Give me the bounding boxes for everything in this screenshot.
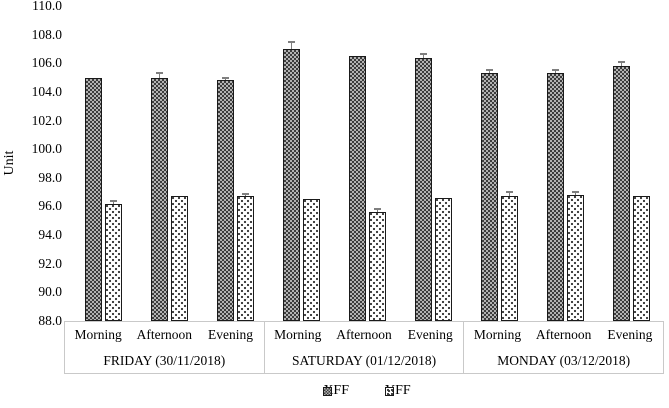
error-bar-cap: [222, 77, 229, 80]
bar-xff: [84, 77, 102, 321]
bar-xff: [282, 48, 300, 321]
error-bar: [621, 61, 622, 67]
bar-xff: [546, 73, 564, 321]
legend-swatch-yff-icon: [385, 386, 394, 396]
y-tick-label: 88.0: [38, 313, 62, 328]
error-bar: [489, 70, 490, 74]
bar-xff: [348, 56, 366, 321]
category-label: Evening: [208, 327, 254, 342]
bar-yff: [566, 195, 584, 321]
category-axis: Morning Afternoon Evening FRIDAY (30/11/201…: [64, 321, 664, 374]
group-cell: Morning Afternoon Evening FRIDAY (30/11/201…: [65, 322, 264, 373]
group-cell: Morning Afternoon Evening MONDAY (03/12/201…: [463, 322, 663, 373]
error-bar: [225, 78, 226, 81]
bar-xff: [612, 66, 630, 321]
category-label: Afternoon: [136, 327, 193, 342]
group-label: FRIDAY (30/11/2018): [103, 352, 226, 368]
error-bar-cap: [618, 60, 625, 63]
legend: XFF YFF: [70, 383, 664, 399]
error-bar-cap: [156, 72, 163, 75]
error-bar: [159, 73, 160, 78]
bar-yff: [434, 197, 452, 321]
error-bar: [423, 53, 424, 58]
category-label: Morning: [274, 327, 322, 342]
legend-item-yff: YFF: [385, 383, 411, 399]
error-bar: [555, 70, 556, 74]
y-tick-label: 94.0: [38, 227, 62, 243]
bar-yff: [302, 199, 320, 321]
error-bar: [113, 201, 114, 204]
legend-item-xff: XFF: [323, 383, 349, 399]
error-bar-cap: [572, 191, 579, 194]
category-label: Evening: [607, 327, 653, 342]
y-tick-label: 100.0: [31, 141, 62, 157]
y-tick-label: 96.0: [38, 198, 62, 214]
error-bar-cap: [374, 207, 381, 210]
category-label: Morning: [473, 327, 522, 342]
bar-yff: [368, 212, 386, 321]
bar-yff: [236, 196, 254, 321]
bar-xff: [480, 73, 498, 321]
group-label: SATURDAY (01/12/2018): [291, 352, 437, 368]
y-tick-label: 108.0: [31, 26, 62, 42]
bar-yff: [170, 196, 188, 321]
category-label: Morning: [74, 327, 122, 342]
bar-xff: [414, 57, 432, 321]
error-bar: [291, 41, 292, 49]
error-bar-cap: [506, 191, 513, 194]
group-label: MONDAY (03/12/2018): [497, 352, 631, 368]
error-bar-cap: [552, 69, 559, 72]
error-bar-cap: [242, 193, 249, 196]
bar-yff: [632, 196, 650, 321]
category-label: Afternoon: [535, 327, 592, 342]
category-label: Afternoon: [336, 327, 392, 342]
y-tick-label: 106.0: [31, 55, 62, 71]
y-tick-label: 98.0: [38, 169, 62, 185]
bar-xff: [216, 80, 234, 321]
y-tick-label: 110.0: [32, 0, 62, 13]
legend-swatch-xff-icon: [323, 386, 333, 396]
group-cell: Morning Afternoon Evening SATURDAY (01/12/2…: [263, 322, 464, 373]
category-label: Evening: [407, 327, 453, 342]
error-bar-cap: [420, 52, 427, 55]
error-bar: [575, 192, 576, 195]
error-bar: [509, 192, 510, 197]
error-bar: [245, 194, 246, 197]
y-tick-label: 102.0: [31, 112, 62, 128]
error-bar-cap: [110, 200, 117, 203]
y-tick-label: 92.0: [38, 255, 62, 271]
bar-xff: [150, 77, 168, 321]
error-bar: [377, 208, 378, 213]
y-tick-label: 90.0: [38, 284, 62, 300]
bar-yff: [104, 203, 122, 321]
error-bar-cap: [288, 40, 295, 43]
y-tick-label: 104.0: [31, 83, 62, 99]
bar-yff: [500, 196, 518, 321]
error-bar-cap: [486, 69, 493, 72]
